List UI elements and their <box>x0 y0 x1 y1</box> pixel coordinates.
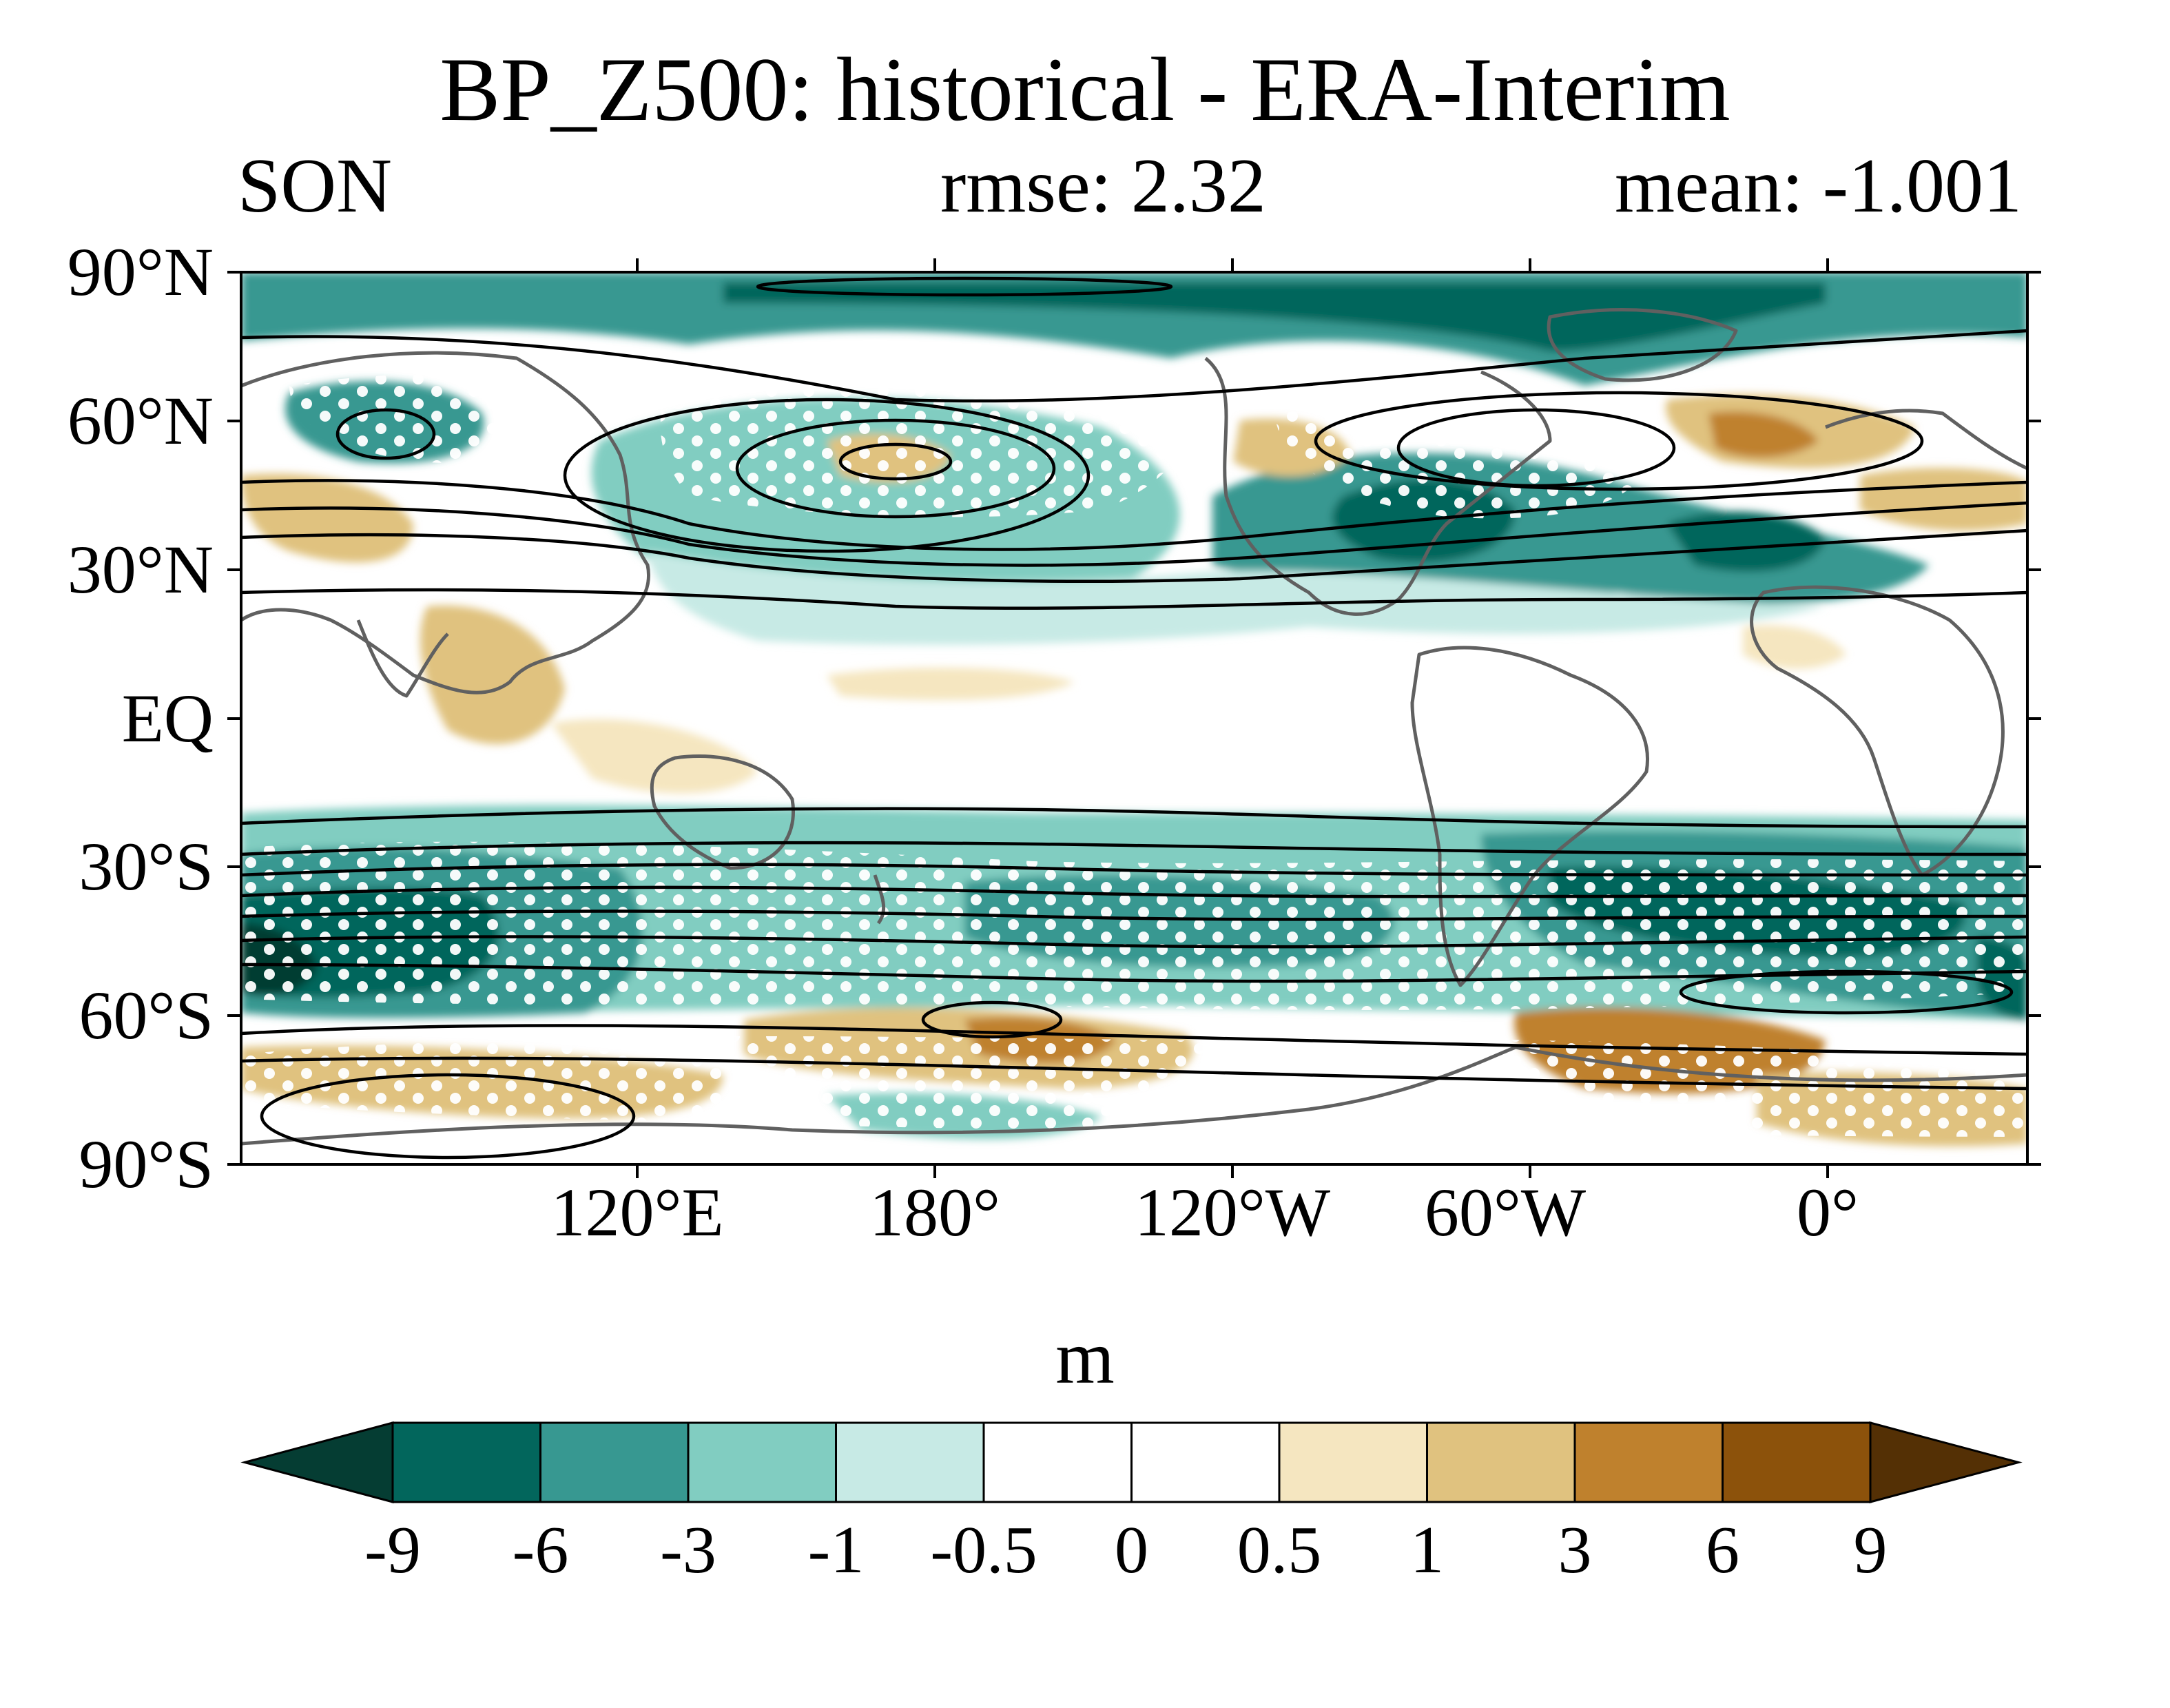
colorbar-box <box>835 1421 985 1503</box>
nh-band-light <box>648 551 1826 645</box>
lat-label-30n: 30°N <box>67 531 214 608</box>
lon-label-120w: 120°W <box>1134 1174 1331 1251</box>
colorbar-level-label: 6 <box>1706 1513 1739 1587</box>
coast-north-america <box>1204 357 1552 616</box>
colorbar-box <box>982 1421 1133 1503</box>
contour-closed-6 <box>1314 391 1924 491</box>
colorbar-level-label: 0 <box>1115 1513 1148 1587</box>
colorbar-level-label: 0.5 <box>1237 1513 1322 1587</box>
lat-label-60n: 60°N <box>67 382 214 459</box>
colorbar-box <box>1573 1421 1724 1503</box>
colorbar-level-label: -9 <box>364 1513 421 1587</box>
contour-closed-1 <box>335 408 436 460</box>
colorbar-box <box>1278 1421 1428 1503</box>
coast-africa <box>1750 585 2005 877</box>
lon-label-180: 180° <box>869 1174 1000 1251</box>
colorbar-level-label: -1 <box>807 1513 865 1587</box>
colorbar-level-label: -0.5 <box>930 1513 1037 1587</box>
tropics-tan-band <box>827 668 1075 700</box>
colorbar-box <box>391 1421 541 1503</box>
contour-closed-7 <box>921 1000 1063 1039</box>
contour-closed-4 <box>563 398 1091 553</box>
climatology-contours <box>241 276 2027 1160</box>
nh-brown-europe-core <box>1708 411 1819 457</box>
stipple-nh-2 <box>289 374 620 464</box>
colorbar-level-label: -3 <box>660 1513 716 1587</box>
contour-sh-6 <box>241 935 2027 949</box>
rmse-label: rmse: 2.32 <box>940 143 1266 229</box>
contour-nh-2 <box>241 479 2027 551</box>
contour-nh-4 <box>241 528 2027 583</box>
contour-sh-5 <box>241 909 2027 921</box>
colorbar-box <box>1130 1421 1281 1503</box>
contour-closed-3 <box>735 418 1056 519</box>
lon-label-0: 0° <box>1797 1174 1859 1251</box>
colorbar-box <box>1722 1421 1872 1503</box>
coast-australia <box>650 754 795 870</box>
stipple-sh <box>241 841 2027 1010</box>
contour-sh-9 <box>241 1056 2027 1091</box>
colorbar-level-label: -6 <box>512 1513 569 1587</box>
coast-asia <box>241 351 650 694</box>
colorbar-level-label: 3 <box>1558 1513 1592 1587</box>
colorbar-extend-high <box>1869 1421 2023 1503</box>
contour-closed-5 <box>1396 408 1676 488</box>
map-frame <box>227 258 2041 1178</box>
tropics-tan-maritime <box>551 719 758 794</box>
contour-closed-2 <box>838 442 953 481</box>
colorbar-box <box>539 1421 690 1503</box>
contour-sh-4 <box>241 885 2027 898</box>
contour-sh-7 <box>241 963 2027 983</box>
lat-label-30s: 30°S <box>79 828 214 905</box>
contour-sh-8 <box>241 1024 2027 1056</box>
contour-sh-3 <box>241 863 2027 877</box>
contour-closed-8 <box>1679 969 2014 1015</box>
lat-label-eq: EQ <box>121 680 214 757</box>
contour-nh-3 <box>241 501 2027 567</box>
lat-label-90s: 90°S <box>79 1126 214 1202</box>
season-label: SON <box>238 143 393 229</box>
colorbar-box <box>687 1421 837 1503</box>
contour-closed-9 <box>260 1073 636 1160</box>
stipple-atl <box>1274 408 1653 519</box>
contour-sh-2 <box>241 841 2027 856</box>
colorbar-level-label: 1 <box>1410 1513 1444 1587</box>
colorbar-extend-low <box>240 1421 394 1503</box>
lat-label-60s: 60°S <box>79 977 214 1053</box>
nh-brown-west <box>241 473 413 563</box>
lon-label-60w: 60°W <box>1424 1174 1587 1251</box>
nh-atlantic-core-2 <box>1667 511 1826 572</box>
contour-nh-5 <box>241 588 2027 610</box>
coast-antarctica <box>241 1045 2027 1146</box>
contour-sh-1 <box>241 807 2027 829</box>
lon-label-120e: 120°E <box>550 1174 724 1251</box>
coast-india <box>356 619 449 698</box>
tropics-tan-asia <box>420 605 565 744</box>
mean-label: mean: -1.001 <box>1615 143 2022 229</box>
colorbar-box <box>1426 1421 1576 1503</box>
coast-nz <box>873 874 886 925</box>
tropics-tan-atlantic <box>1743 625 1846 669</box>
contour-closed-10 <box>756 276 1173 297</box>
colorbar-level-label: 9 <box>1853 1513 1888 1587</box>
coast-europe <box>1825 409 2027 471</box>
contour-nh-1 <box>241 329 2027 403</box>
coast-greenland <box>1547 308 1738 382</box>
lat-label-90n: 90°N <box>67 234 214 310</box>
colorbar-units: m <box>1055 1315 1115 1399</box>
chart-title: BP_Z500: historical - ERA-Interim <box>440 39 1730 140</box>
